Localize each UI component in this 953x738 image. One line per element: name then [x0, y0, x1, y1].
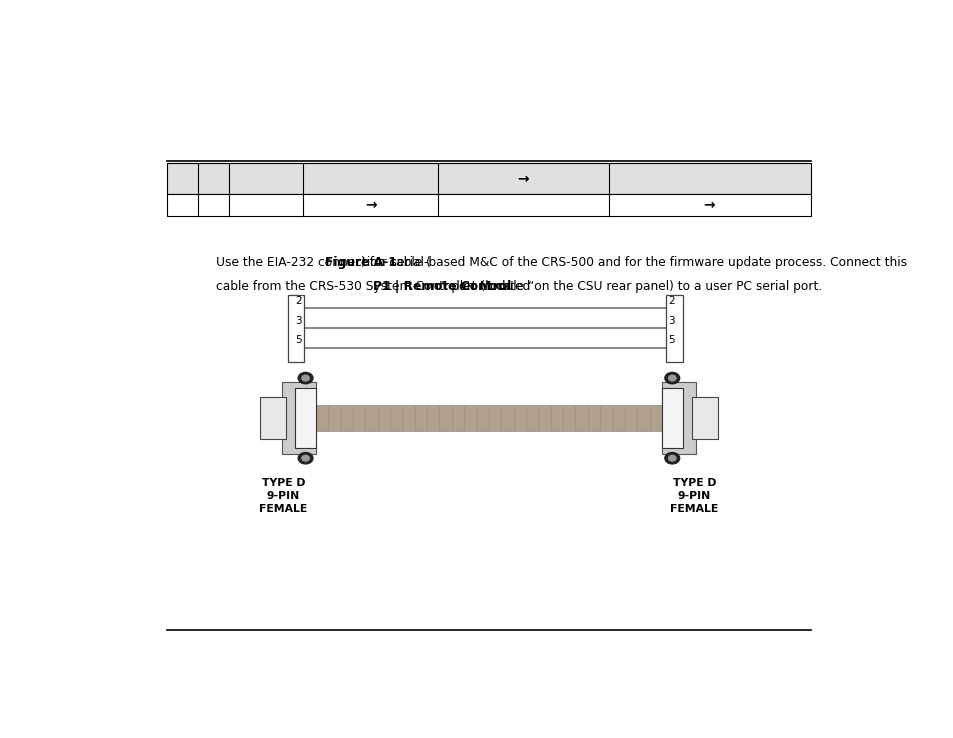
Bar — [315, 405, 661, 431]
Bar — [288, 295, 304, 362]
Text: Use the EIA-232 connection cable (: Use the EIA-232 connection cable ( — [216, 256, 431, 269]
Text: →: → — [703, 198, 715, 212]
Text: 2: 2 — [294, 296, 301, 306]
Text: cable from the CRS-530 System Controller Module “: cable from the CRS-530 System Controller… — [216, 280, 534, 293]
Bar — [692, 397, 718, 439]
Bar — [167, 194, 810, 215]
Text: 3: 3 — [294, 316, 301, 325]
Text: 2: 2 — [668, 296, 675, 306]
Bar — [167, 163, 810, 194]
Text: TYPE D
9-PIN
FEMALE: TYPE D 9-PIN FEMALE — [259, 477, 307, 514]
Circle shape — [301, 455, 309, 461]
Text: 3: 3 — [668, 316, 675, 325]
Text: 5: 5 — [668, 335, 675, 345]
Text: ) for serial-based M&C of the CRS-500 and for the firmware update process. Conne: ) for serial-based M&C of the CRS-500 an… — [360, 256, 905, 269]
Circle shape — [301, 375, 309, 381]
Circle shape — [664, 373, 679, 384]
Bar — [294, 388, 315, 448]
Text: Figure A-1: Figure A-1 — [325, 256, 396, 269]
Text: ” port (located on the CSU rear panel) to a user PC serial port.: ” port (located on the CSU rear panel) t… — [440, 280, 821, 293]
Bar — [661, 388, 682, 448]
Bar — [259, 397, 285, 439]
Circle shape — [668, 455, 676, 461]
Circle shape — [664, 452, 679, 464]
Text: 5: 5 — [294, 335, 301, 345]
Circle shape — [668, 375, 676, 381]
Text: TYPE D
9-PIN
FEMALE: TYPE D 9-PIN FEMALE — [670, 477, 718, 514]
Bar — [661, 382, 696, 454]
Circle shape — [298, 452, 313, 464]
Bar — [282, 382, 315, 454]
Text: →: → — [517, 172, 529, 186]
Text: →: → — [364, 198, 376, 212]
Circle shape — [298, 373, 313, 384]
Text: P1 | Remote Control: P1 | Remote Control — [373, 280, 511, 293]
Bar — [665, 295, 682, 362]
